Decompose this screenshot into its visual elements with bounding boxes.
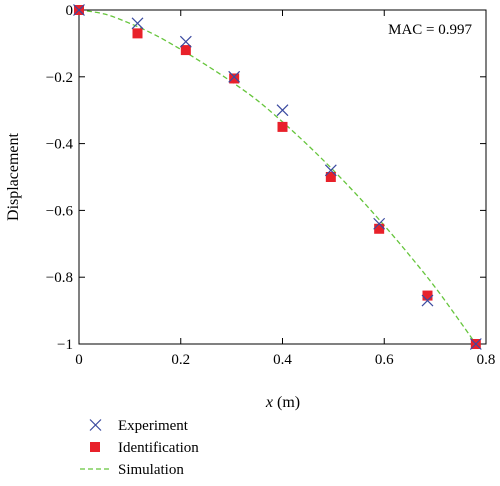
y-tick-label: −0.4 [46,137,74,153]
x-tick-label: 0.6 [375,352,394,368]
experiment-point [276,104,289,117]
x-tick-label: 0.4 [273,352,292,368]
y-tick-label: −0.6 [46,203,74,219]
x-tick-label: 0 [75,352,83,368]
identification-point [277,121,288,132]
y-tick-label: −0.2 [46,70,73,86]
experiment-point [131,17,144,30]
legend-label-identification: Identification [118,440,199,456]
experiment-point [373,217,386,230]
y-tick-label: −1 [57,337,73,353]
legend-label-simulation: Simulation [118,462,184,478]
legend-marker-identification [90,442,100,452]
mac-annotation: MAC = 0.997 [388,22,472,38]
identification-point [180,45,191,56]
legend: Experiment Identification Simulation [80,418,199,478]
experiment-point [324,164,337,177]
identification-point [132,28,143,39]
x-tick-label: 0.8 [477,352,496,368]
experiment-point [469,338,482,350]
x-tick-label: 0.2 [171,352,190,368]
simulation-line [78,9,477,345]
identification-point [374,223,385,234]
identification-point [325,172,336,182]
experiment-point [179,35,192,48]
experiment-point [73,4,85,16]
legend-label-experiment: Experiment [118,418,189,434]
y-tick-label: 0 [66,3,74,19]
legend-marker-experiment [89,419,102,431]
y-tick-label: −0.8 [46,270,73,286]
x-axis-label: x (m) [265,394,300,411]
experiment-point [421,294,434,307]
identification-point [422,290,433,301]
identification-point [229,73,240,84]
y-axis-label: Displacement [5,132,22,221]
experiment-point [228,70,241,83]
